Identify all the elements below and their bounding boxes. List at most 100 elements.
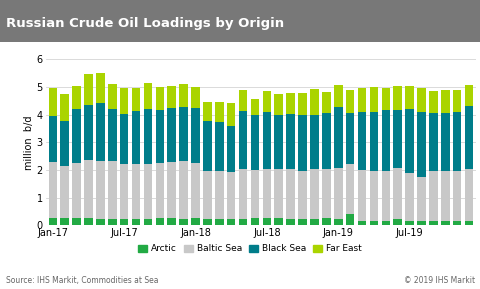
Bar xyxy=(286,219,294,225)
Bar xyxy=(179,107,188,161)
Bar xyxy=(96,73,105,103)
Bar xyxy=(428,113,437,171)
Bar xyxy=(72,86,81,109)
Bar xyxy=(440,171,449,221)
Bar xyxy=(428,171,437,221)
Bar xyxy=(464,221,472,225)
Bar xyxy=(274,94,282,115)
Bar xyxy=(393,86,401,110)
Bar xyxy=(72,163,81,218)
Bar xyxy=(132,111,140,164)
Bar xyxy=(345,214,354,225)
Bar xyxy=(405,221,413,225)
Bar xyxy=(203,219,211,225)
Bar xyxy=(369,171,377,221)
Bar xyxy=(310,219,318,225)
Bar xyxy=(179,84,188,107)
Bar xyxy=(155,110,164,163)
Bar xyxy=(464,106,472,169)
Bar xyxy=(191,163,199,218)
Bar xyxy=(120,114,128,164)
Bar xyxy=(84,218,93,225)
Bar xyxy=(452,90,460,112)
Bar xyxy=(393,219,401,225)
Bar xyxy=(381,221,389,225)
Bar xyxy=(84,105,93,160)
Bar xyxy=(60,166,69,218)
Bar xyxy=(120,88,128,114)
Bar xyxy=(239,219,247,225)
Bar xyxy=(333,168,342,219)
Bar xyxy=(167,218,176,225)
Bar xyxy=(203,102,211,121)
Bar xyxy=(381,171,389,221)
Bar xyxy=(357,88,366,112)
Bar xyxy=(144,83,152,109)
Bar xyxy=(155,163,164,218)
Bar xyxy=(322,113,330,169)
Bar xyxy=(262,218,271,225)
Bar xyxy=(60,95,69,121)
Bar xyxy=(345,90,354,113)
Bar xyxy=(357,221,366,225)
Text: © 2019 IHS Markit: © 2019 IHS Markit xyxy=(403,276,474,285)
Bar xyxy=(333,219,342,225)
Y-axis label: million  b/d: million b/d xyxy=(24,115,34,170)
Bar xyxy=(440,113,449,171)
Bar xyxy=(357,112,366,170)
Bar xyxy=(416,112,425,177)
Bar xyxy=(381,110,389,171)
Bar xyxy=(440,90,449,113)
Bar xyxy=(108,109,116,161)
Bar xyxy=(215,123,223,171)
Bar xyxy=(369,221,377,225)
Bar xyxy=(440,221,449,225)
Bar xyxy=(369,87,377,112)
Bar xyxy=(227,219,235,225)
Bar xyxy=(464,85,472,106)
Bar xyxy=(144,109,152,164)
Bar xyxy=(48,218,57,225)
Bar xyxy=(416,177,425,221)
Bar xyxy=(239,90,247,111)
Bar xyxy=(144,219,152,225)
Bar xyxy=(428,221,437,225)
Bar xyxy=(215,219,223,225)
Bar xyxy=(215,171,223,219)
Bar xyxy=(286,114,294,169)
Bar xyxy=(405,86,413,109)
Bar xyxy=(286,169,294,219)
Bar xyxy=(416,221,425,225)
Bar xyxy=(452,221,460,225)
Bar xyxy=(48,162,57,218)
Bar xyxy=(203,121,211,171)
Bar xyxy=(203,171,211,219)
Bar xyxy=(464,169,472,221)
Bar xyxy=(179,219,188,225)
Text: Source: IHS Markit, Commodities at Sea: Source: IHS Markit, Commodities at Sea xyxy=(6,276,158,285)
Bar xyxy=(322,92,330,113)
Bar xyxy=(262,91,271,112)
Bar xyxy=(262,112,271,169)
Legend: Arctic, Baltic Sea, Black Sea, Far East: Arctic, Baltic Sea, Black Sea, Far East xyxy=(134,241,365,257)
Bar xyxy=(108,219,116,225)
Bar xyxy=(405,173,413,221)
Bar xyxy=(48,88,57,116)
Bar xyxy=(108,161,116,219)
Bar xyxy=(120,219,128,225)
Bar xyxy=(250,115,259,170)
Bar xyxy=(96,219,105,225)
Bar xyxy=(345,113,354,164)
Bar xyxy=(369,112,377,171)
Bar xyxy=(132,219,140,225)
Bar xyxy=(452,171,460,221)
Bar xyxy=(333,107,342,168)
Bar xyxy=(48,116,57,162)
Bar xyxy=(179,161,188,219)
Bar xyxy=(298,93,306,116)
Bar xyxy=(393,110,401,168)
Bar xyxy=(84,74,93,105)
Bar xyxy=(227,172,235,219)
Bar xyxy=(239,169,247,219)
Bar xyxy=(274,169,282,218)
